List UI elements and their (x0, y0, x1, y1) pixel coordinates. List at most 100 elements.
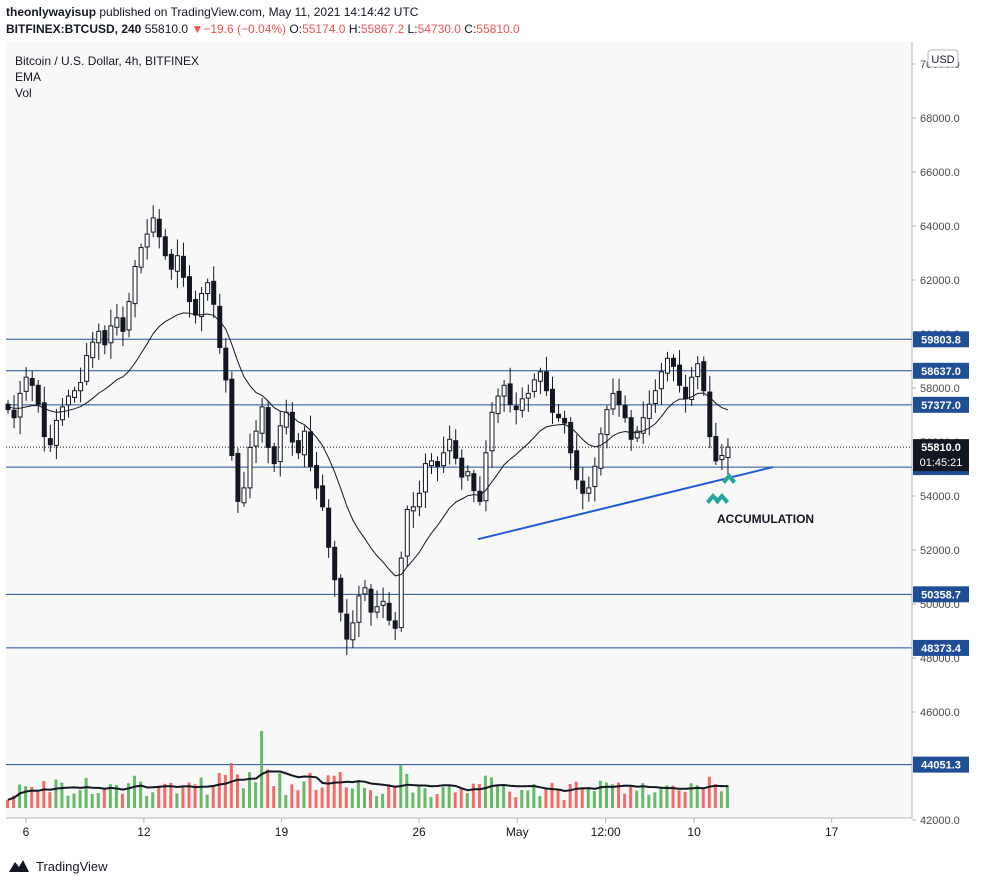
candle (277, 410, 283, 477)
trendline[interactable] (477, 466, 773, 541)
candle-body (126, 301, 132, 331)
candle (72, 386, 78, 403)
volume-bar (526, 790, 530, 808)
candle-body (543, 371, 549, 392)
horizontal-levels (6, 338, 912, 766)
volume-bar (163, 783, 167, 808)
candle-body (628, 417, 634, 440)
candle-body (525, 392, 531, 399)
volume-bar (344, 787, 348, 808)
tradingview-logo-icon[interactable] (8, 858, 30, 874)
volume-bar (369, 790, 372, 808)
volume-bar (272, 786, 276, 808)
volume-bar (114, 784, 118, 808)
level-label: 44051.3 (921, 760, 961, 772)
level-label: 59803.8 (921, 334, 961, 346)
candle (513, 392, 519, 425)
candle-body (277, 425, 283, 463)
candle-body (344, 613, 350, 640)
x-tick-label: 19 (275, 825, 289, 839)
high-value: 55867.2 (360, 22, 405, 36)
volume-bar (175, 793, 179, 808)
candle-body (187, 276, 192, 303)
candle-body (453, 440, 459, 459)
volume-bar (677, 790, 681, 808)
candle (150, 205, 156, 238)
candle (17, 380, 23, 435)
up-arrow-icon[interactable] (715, 493, 729, 504)
volume-bar (653, 792, 657, 808)
candle (96, 323, 102, 360)
volume-bar (151, 792, 155, 808)
y-tick-label: 66000.0 (920, 167, 960, 179)
candle (11, 395, 17, 429)
candle (410, 491, 416, 528)
level-label-bg (913, 396, 969, 413)
candle-body (356, 595, 362, 623)
author-name[interactable]: theonlywayisup (6, 5, 97, 19)
candle (622, 395, 628, 423)
ema-polyline[interactable] (7, 312, 729, 577)
candle (174, 239, 180, 289)
candle-body (531, 379, 537, 392)
low-label: L: (407, 22, 418, 36)
time-axis-ticks[interactable]: 6 12 19 26 May 12:00 10 17 (23, 818, 839, 839)
volume-bar (193, 784, 197, 808)
candle (537, 367, 543, 394)
candle-body (350, 622, 356, 641)
candle-body (332, 546, 338, 581)
volume-ma-line (7, 770, 728, 801)
chart-header: theonlywayisup published on TradingView.… (0, 0, 987, 42)
candle (314, 451, 320, 500)
volume-bar (441, 786, 445, 808)
volume-bar (48, 792, 52, 808)
legend-vol[interactable]: Vol (15, 86, 32, 100)
candle (398, 551, 404, 632)
legend-ema[interactable]: EMA (15, 70, 41, 84)
volume-bar (568, 784, 572, 808)
candle (53, 409, 59, 460)
candle (471, 469, 477, 503)
price-chart[interactable]: 70000.068000.066000.064000.062000.060000… (0, 42, 987, 848)
candle (132, 260, 138, 318)
candle (223, 338, 229, 393)
candle (108, 309, 114, 359)
volume-bar (381, 793, 385, 808)
volume-bar (24, 786, 28, 808)
level-label: 48373.4 (921, 643, 962, 655)
currency-badge-box (927, 49, 959, 68)
volume-bar (592, 790, 596, 808)
candle-body (150, 217, 156, 233)
candle-body (671, 357, 676, 367)
volume-bar (465, 793, 469, 808)
candle (719, 444, 725, 471)
currency-label: USD (931, 54, 954, 66)
candle (429, 453, 434, 474)
candle-body (664, 357, 670, 374)
accumulation-label: ACCUMULATION (717, 512, 814, 526)
candle (259, 397, 265, 443)
candle (441, 436, 447, 473)
candle-body (646, 403, 652, 419)
volume-bar (66, 795, 70, 808)
volume-bar (411, 792, 415, 808)
candle-body (90, 341, 96, 359)
high-label: H: (348, 22, 361, 36)
volume-bar (617, 782, 621, 808)
candle (664, 351, 670, 382)
volume-bar (477, 784, 481, 808)
currency-badge[interactable]: USD (927, 49, 959, 68)
candle (386, 591, 392, 626)
candle (332, 540, 338, 597)
candle (447, 425, 453, 465)
price-axis[interactable] (912, 42, 987, 818)
candle-body (78, 382, 84, 392)
volume-bar (683, 791, 687, 808)
volume-ma (7, 770, 728, 801)
candle (422, 453, 428, 508)
candle (404, 505, 410, 567)
candle-body (35, 384, 41, 405)
up-arrow-icon[interactable] (722, 473, 736, 484)
footer-brand[interactable]: TradingView (36, 858, 108, 874)
candle (453, 429, 459, 465)
